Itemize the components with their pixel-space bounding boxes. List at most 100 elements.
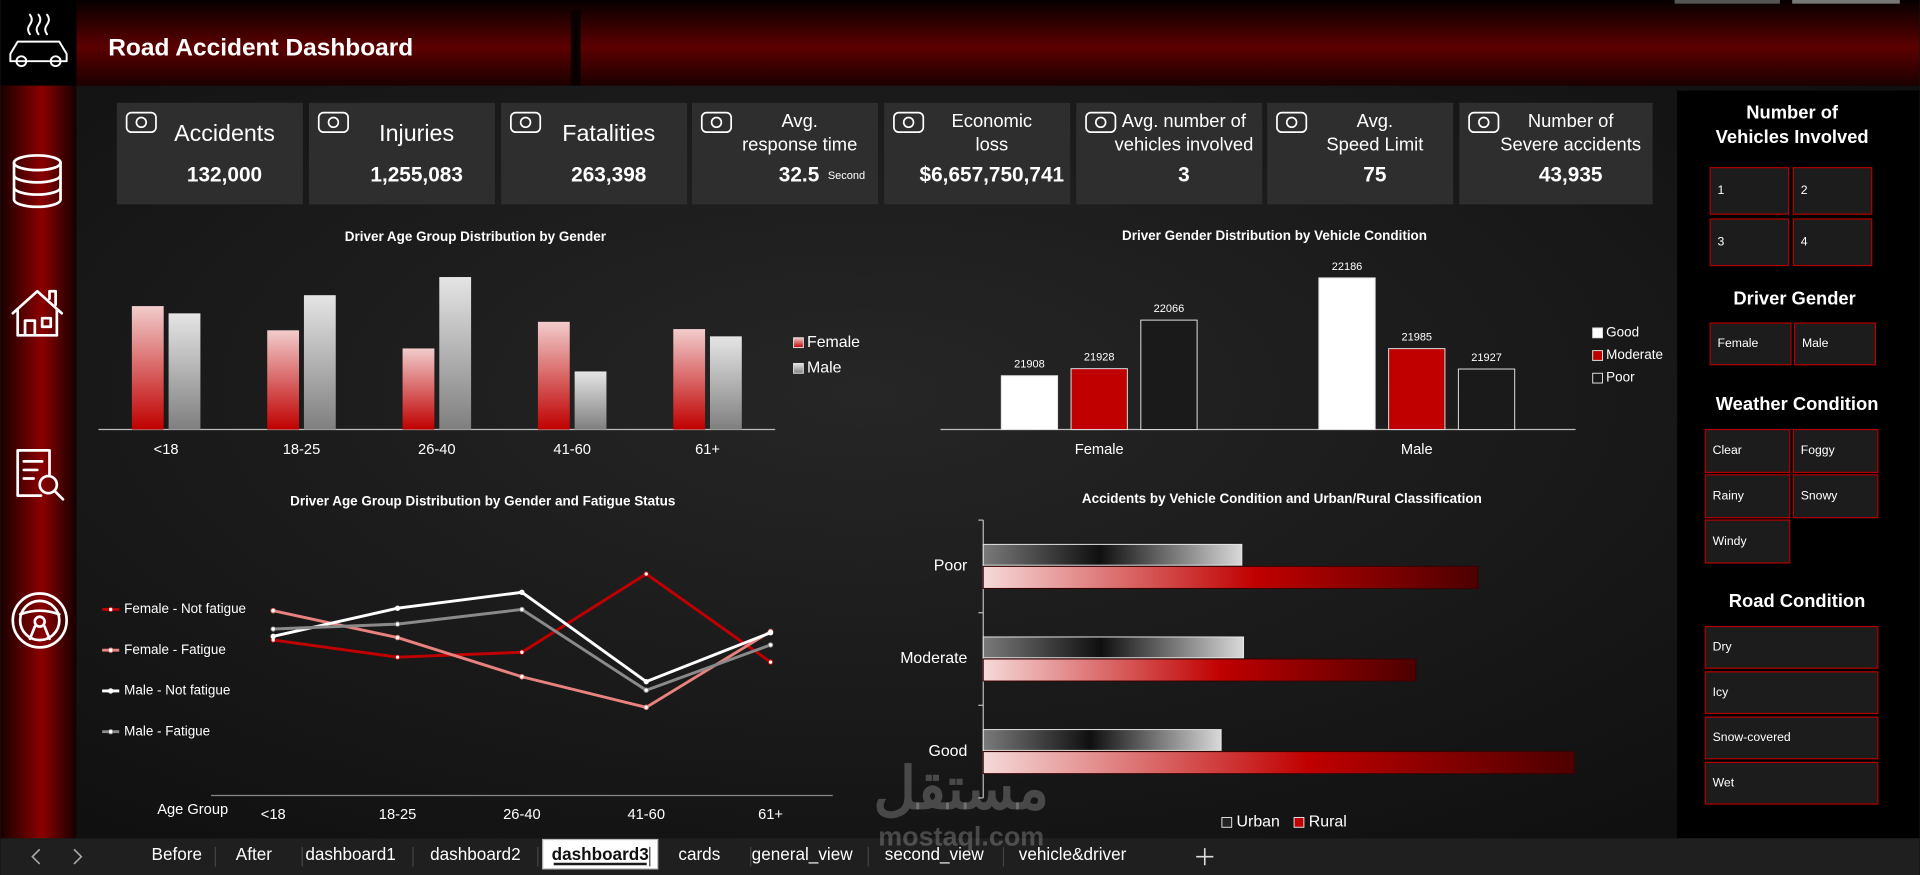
slicer-title: Road Condition <box>1729 590 1866 611</box>
slicer-item[interactable] <box>1704 428 1791 473</box>
tab[interactable]: Before <box>152 844 202 864</box>
tab[interactable]: dashboard3 <box>552 844 649 864</box>
slicer-item-label[interactable]: 2 <box>1801 183 1808 197</box>
y-tick-label: Moderate <box>900 650 967 667</box>
point <box>519 674 525 680</box>
kpi-card <box>308 102 495 205</box>
watermark: mostaql.com <box>878 821 1044 851</box>
kpi-icon <box>1085 111 1117 134</box>
point <box>643 678 649 685</box>
slicer-item[interactable] <box>1792 474 1879 519</box>
top-button[interactable] <box>1792 0 1900 4</box>
slicer-item[interactable] <box>1704 761 1879 805</box>
bar <box>1070 368 1128 431</box>
legend-label: Male - Fatigue <box>124 723 210 738</box>
slicer-item-label[interactable]: Windy <box>1713 534 1748 548</box>
header-title: Road Accident Dashboard <box>108 34 413 61</box>
slicer-item-label[interactable]: 3 <box>1718 235 1725 249</box>
slicer-item-label[interactable]: Rainy <box>1713 488 1745 502</box>
tab[interactable]: vehicle&driver <box>1019 844 1127 864</box>
icon-shape <box>1094 116 1107 129</box>
point <box>519 589 525 596</box>
icon-shape <box>327 116 340 129</box>
kpi-unit: Second <box>828 170 865 182</box>
y-tick-label: Poor <box>934 558 968 575</box>
tab[interactable]: general_view <box>752 844 854 864</box>
x-tick-label: Female <box>1075 442 1124 458</box>
slicer-item[interactable] <box>1792 218 1873 267</box>
slicer-item-label[interactable]: Snow-covered <box>1713 730 1791 744</box>
top-button[interactable] <box>1674 0 1780 4</box>
bar <box>709 336 742 430</box>
slicer-item[interactable] <box>1709 322 1792 366</box>
nav-steering[interactable] <box>11 592 68 649</box>
legend-point <box>108 606 114 613</box>
point <box>270 607 276 614</box>
nav-report[interactable] <box>16 449 65 501</box>
kpi-label: Severe accidents <box>1500 133 1641 154</box>
kpi-label: loss <box>976 133 1009 154</box>
legend-label: Moderate <box>1606 347 1663 362</box>
slicer-item[interactable] <box>1709 167 1790 215</box>
tab[interactable]: cards <box>678 844 720 864</box>
slicer-item-label[interactable]: 4 <box>1801 235 1808 249</box>
tab-prev[interactable] <box>31 848 41 865</box>
slicer-item-label[interactable]: Foggy <box>1801 443 1836 457</box>
nav-home[interactable] <box>11 289 64 337</box>
kpi-label: Accidents <box>174 120 275 146</box>
x-tick-label: <18 <box>154 442 179 458</box>
slicer-title: Driver Gender <box>1733 288 1855 309</box>
slicer-item[interactable] <box>1704 625 1879 669</box>
slicer-item-label[interactable]: 1 <box>1718 183 1725 197</box>
kpi-icon <box>893 111 925 134</box>
legend-swatch <box>1293 816 1305 828</box>
slicer-item[interactable] <box>1704 519 1791 564</box>
kpi-label: Speed Limit <box>1326 133 1423 154</box>
slicer-item-label[interactable]: Female <box>1718 336 1759 350</box>
tab[interactable]: After <box>236 844 272 864</box>
tab-add[interactable] <box>1196 848 1214 866</box>
slicer-item-label[interactable]: Snowy <box>1801 488 1839 502</box>
point <box>394 605 401 611</box>
slicer-item-label[interactable]: Male <box>1802 336 1829 350</box>
slicer-item[interactable] <box>1704 474 1791 519</box>
x-tick-label: 61+ <box>758 807 783 823</box>
slicer-item-label[interactable]: Dry <box>1713 640 1733 654</box>
x-tick-label: 26-40 <box>503 807 541 823</box>
slicer-item[interactable] <box>1794 322 1876 366</box>
tab-bar <box>0 838 1920 875</box>
header-band <box>76 0 1920 86</box>
icon-shape <box>700 111 733 134</box>
slicer-item[interactable] <box>1704 671 1879 715</box>
data-label: 21927 <box>1471 352 1502 364</box>
icon-shape <box>710 116 723 129</box>
slicer-item-label[interactable]: Clear <box>1713 443 1742 457</box>
bar <box>131 306 164 430</box>
kpi-value: 75 <box>1363 164 1386 187</box>
tab-next[interactable] <box>73 848 83 865</box>
point <box>643 571 649 577</box>
slicer-item-label[interactable]: Wet <box>1713 775 1735 789</box>
bar <box>982 729 1222 751</box>
slicer-item[interactable] <box>1704 716 1879 760</box>
tab[interactable]: dashboard1 <box>305 844 395 864</box>
nav-database[interactable] <box>12 154 62 209</box>
slicer-item[interactable] <box>1792 428 1879 473</box>
point <box>767 630 774 636</box>
content: Accidents 132,000 Injuries 1,255,083 Fatalit… <box>98 102 1879 870</box>
slicer-item-label[interactable]: Icy <box>1713 685 1730 699</box>
kpi-icon <box>510 111 542 134</box>
kpi-card <box>1076 102 1263 205</box>
slicer-title: Vehicles Involved <box>1716 126 1869 147</box>
slicer-item[interactable] <box>1709 218 1790 267</box>
bar <box>982 751 1575 775</box>
icon-shape <box>1285 116 1298 129</box>
icon-shape <box>1276 111 1308 134</box>
slicer-item[interactable] <box>1792 167 1873 215</box>
point <box>767 659 774 665</box>
chart-title: Driver Gender Distribution by Vehicle Co… <box>1122 228 1427 243</box>
tab[interactable]: second_view <box>885 844 985 864</box>
tab[interactable]: dashboard2 <box>430 844 520 864</box>
kpi-label: Number of <box>1528 110 1615 131</box>
icon-shape <box>902 116 915 129</box>
